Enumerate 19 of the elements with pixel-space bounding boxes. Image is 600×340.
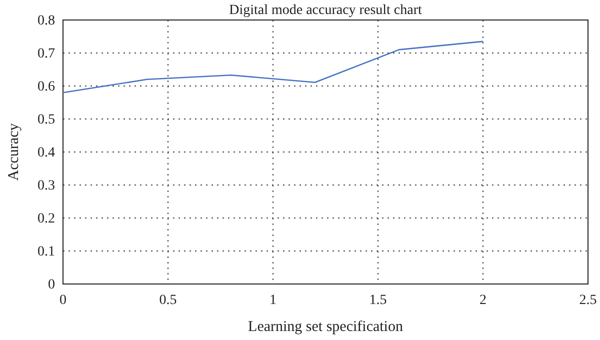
y-tick-label: 0.7 <box>38 46 55 62</box>
line-series <box>62 40 484 94</box>
y-tick-label: 0.8 <box>38 13 55 28</box>
y-tick-label: 0.3 <box>38 178 55 194</box>
x-tick-label: 1.5 <box>369 292 387 308</box>
x-axis-title: Learning set specification <box>248 319 404 335</box>
x-tick-label: 2.5 <box>579 292 597 308</box>
chart-title: Digital mode accuracy result chart <box>229 3 422 18</box>
y-tick-label: 0.1 <box>38 244 55 260</box>
x-tick-label: 0 <box>60 292 66 308</box>
y-tick-label: 0 <box>48 277 55 292</box>
y-tick-label: 0.2 <box>38 211 55 226</box>
x-tick-label: 1 <box>270 292 276 308</box>
y-tick-label: 0.5 <box>38 112 55 128</box>
y-axis-title: Accuracy <box>6 122 22 181</box>
x-tick-label: 0.5 <box>159 292 177 308</box>
x-tick-label: 2 <box>480 292 486 308</box>
y-tick-label: 0.4 <box>38 145 55 160</box>
y-tick-label: 0.6 <box>38 79 55 94</box>
